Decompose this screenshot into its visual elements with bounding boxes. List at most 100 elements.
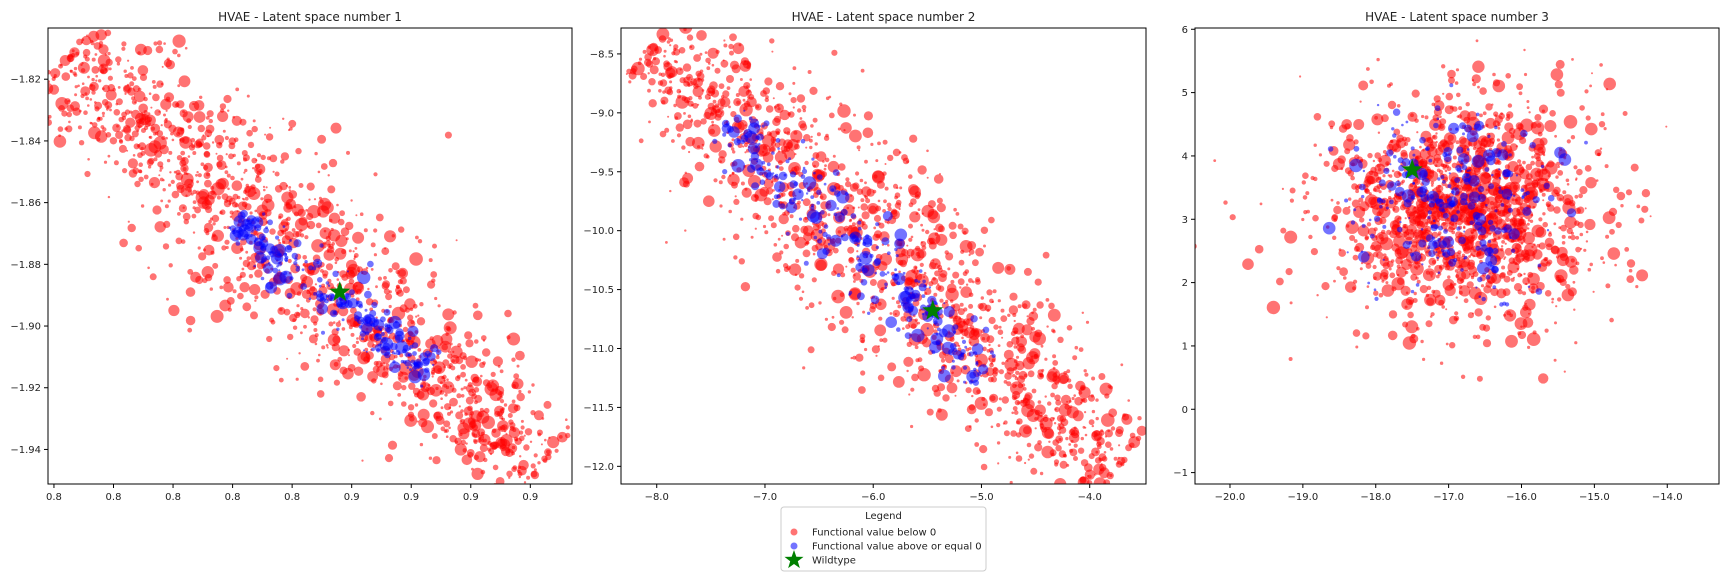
scatter-point — [971, 394, 974, 398]
scatter-point — [288, 190, 298, 199]
scatter-point — [1333, 205, 1342, 215]
scatter-point — [956, 379, 960, 383]
scatter-point — [1557, 297, 1562, 302]
scatter-point — [1543, 182, 1551, 189]
scatter-point — [118, 144, 127, 153]
scatter-point — [997, 299, 1001, 303]
y-tick-label: −12.0 — [583, 462, 614, 473]
scatter-point — [1519, 230, 1523, 234]
scatter-point — [1080, 384, 1086, 391]
scatter-point — [1044, 395, 1047, 398]
scatter-point — [1473, 123, 1482, 132]
scatter-point — [965, 283, 969, 286]
scatter-point — [1393, 154, 1397, 159]
scatter-point — [705, 57, 711, 64]
scatter-point — [207, 135, 209, 138]
scatter-point — [891, 282, 896, 287]
scatter-point — [1605, 234, 1610, 239]
scatter-point — [317, 277, 323, 283]
scatter-point — [1045, 298, 1050, 302]
scatter-point — [742, 145, 745, 148]
scatter-point — [897, 304, 902, 309]
scatter-point — [96, 117, 101, 122]
scatter-point — [991, 353, 996, 358]
scatter-point — [742, 98, 746, 102]
scatter-point — [371, 378, 377, 384]
scatter-point — [788, 111, 795, 118]
scatter-point — [849, 129, 862, 143]
scatter-point — [1007, 313, 1011, 317]
scatter-point — [825, 199, 837, 212]
scatter-point — [365, 331, 370, 336]
scatter-points — [30, 29, 571, 484]
scatter-point — [329, 359, 341, 371]
scatter-point — [774, 181, 786, 193]
scatter-point — [221, 245, 227, 251]
scatter-point — [628, 80, 632, 84]
scatter-point — [667, 115, 670, 118]
scatter-point — [1052, 354, 1057, 359]
scatter-point — [410, 359, 416, 365]
scatter-point — [865, 234, 870, 239]
scatter-point — [1438, 264, 1445, 270]
scatter-point — [731, 159, 745, 173]
scatter-point — [139, 73, 148, 81]
scatter-point — [416, 317, 426, 326]
scatter-point — [244, 168, 248, 173]
scatter-point — [805, 146, 808, 149]
scatter-point — [1348, 205, 1351, 209]
scatter-point — [1109, 447, 1114, 451]
scatter-point — [1041, 368, 1045, 372]
scatter-point — [1544, 237, 1555, 248]
scatter-point — [1381, 284, 1395, 297]
scatter-point — [1433, 95, 1441, 103]
scatter-point — [1561, 288, 1575, 302]
scatter-point — [1348, 197, 1352, 201]
scatter-point — [1095, 416, 1099, 421]
scatter-point — [431, 335, 444, 347]
scatter-point — [945, 252, 954, 261]
scatter-point — [966, 369, 980, 384]
scatter-point — [997, 344, 1001, 347]
scatter-point — [373, 253, 377, 257]
scatter-point — [824, 157, 830, 163]
scatter-point — [792, 66, 797, 71]
scatter-point — [1622, 111, 1628, 116]
scatter-point — [838, 163, 846, 171]
scatter-point — [373, 333, 382, 342]
scatter-point — [1110, 426, 1116, 431]
scatter-point — [216, 160, 227, 171]
scatter-point — [1426, 297, 1435, 306]
scatter-point — [518, 475, 521, 479]
scatter-point — [1303, 210, 1308, 215]
scatter-point — [963, 380, 966, 384]
scatter-point — [278, 215, 282, 220]
scatter-point — [30, 98, 33, 101]
scatter-point — [1575, 235, 1580, 240]
scatter-point — [1387, 83, 1391, 88]
scatter-point — [810, 231, 815, 236]
scatter-point — [1099, 382, 1113, 396]
scatter-point — [1096, 444, 1102, 450]
scatter-point — [325, 263, 334, 271]
scatter-point — [518, 389, 522, 394]
scatter-point — [1482, 111, 1487, 116]
scatter-point — [1553, 222, 1557, 226]
scatter-point — [204, 129, 213, 138]
scatter-point — [1506, 111, 1514, 119]
scatter-point — [328, 243, 334, 250]
scatter-point — [1011, 394, 1018, 401]
scatter-point — [1289, 187, 1296, 194]
scatter-point — [853, 113, 856, 117]
scatter-point — [102, 114, 105, 118]
scatter-point — [785, 201, 798, 214]
scatter-point — [129, 110, 133, 114]
scatter-point — [974, 442, 980, 447]
scatter-point — [321, 345, 326, 350]
scatter-point — [1497, 122, 1501, 127]
scatter-point — [1522, 291, 1527, 296]
scatter-point — [1433, 224, 1439, 230]
scatter-point — [743, 142, 749, 148]
scatter-point — [935, 340, 941, 345]
scatter-point — [1417, 220, 1424, 227]
